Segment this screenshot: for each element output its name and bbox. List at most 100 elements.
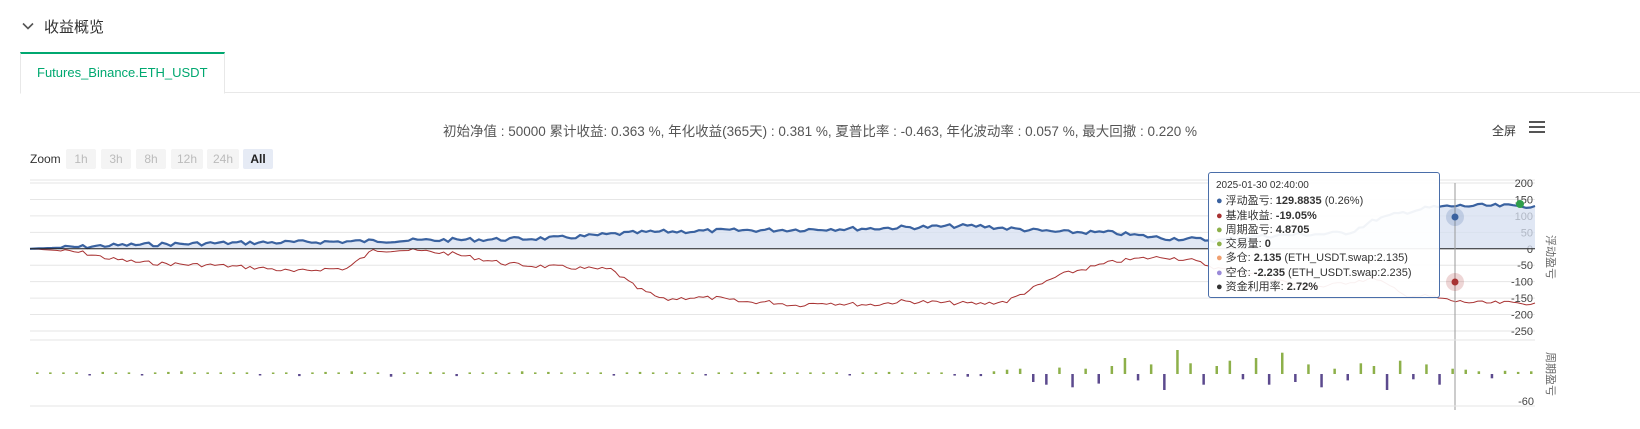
period-pnl-bar <box>1412 374 1415 380</box>
period-pnl-bar <box>127 372 131 374</box>
zoom-1h-button[interactable]: 1h <box>66 149 96 169</box>
period-pnl-bar <box>1425 364 1428 374</box>
zoom-8h-button[interactable]: 8h <box>136 149 166 169</box>
period-pnl-bar <box>1294 374 1297 382</box>
period-pnl-bar <box>887 371 891 374</box>
tooltip-label: 资金利用率: <box>1225 281 1287 294</box>
period-pnl-bar <box>1189 363 1192 374</box>
period-pnl-bar <box>324 371 327 374</box>
series-dot-icon: ● <box>1216 252 1223 265</box>
period-pnl-bar <box>900 372 904 374</box>
tooltip-extra: (ETH_USDT.swap:2.235) <box>1284 266 1412 279</box>
zoom-3h-button[interactable]: 3h <box>101 149 131 169</box>
series-dot-icon: ● <box>1216 281 1223 294</box>
y-tick-label: -150 <box>1511 293 1533 305</box>
period-pnl-bar <box>822 372 825 374</box>
flag-marker <box>1516 200 1524 208</box>
period-pnl-bar <box>835 372 838 374</box>
tooltip-extra: (0.26%) <box>1321 195 1364 208</box>
period-pnl-bar <box>507 372 511 374</box>
period-pnl-bar <box>1071 374 1074 388</box>
period-pnl-bar <box>1464 369 1467 374</box>
period-pnl-bar <box>809 372 812 374</box>
period-pnl-bar <box>1359 363 1363 374</box>
series-dot-icon: ● <box>1216 209 1223 222</box>
tab-futures-binance-eth-usdt[interactable]: Futures_Binance.ETH_USDT <box>20 52 225 94</box>
period-pnl-bar <box>140 374 144 376</box>
zoom-all-button[interactable]: All <box>243 149 273 169</box>
fullscreen-button[interactable]: 全屏 <box>1492 124 1517 138</box>
period-pnl-bar <box>1307 364 1310 374</box>
period-pnl-bar <box>520 371 524 374</box>
period-pnl-bar <box>402 372 406 374</box>
tooltip-time: 2025-01-30 02:40:00 <box>1216 180 1309 191</box>
period-pnl-bar <box>1490 374 1494 379</box>
floating-pnl-marker <box>1451 213 1459 221</box>
period-pnl-bar <box>861 372 865 374</box>
period-pnl-bar <box>730 372 734 374</box>
benchmark-marker <box>1451 278 1459 286</box>
chevron-down-icon[interactable] <box>20 18 36 34</box>
period-pnl-bar <box>1398 360 1402 374</box>
period-pnl-bar <box>560 372 563 374</box>
period-pnl-bar <box>1097 374 1100 384</box>
period-pnl-bar <box>1385 374 1389 390</box>
period-pnl-bar <box>1149 364 1153 374</box>
period-pnl-bar <box>62 372 65 374</box>
period-pnl-bar <box>940 372 943 374</box>
tooltip-row: ● 浮动盈亏: 129.8835 (0.26%) <box>1216 194 1432 208</box>
period-pnl-bar <box>1241 374 1245 380</box>
zoom-12h-button[interactable]: 12h <box>171 149 203 169</box>
period-pnl-bar <box>311 372 314 374</box>
period-pnl-bar <box>1045 374 1048 385</box>
period-pnl-bar <box>573 372 576 374</box>
period-pnl-bar <box>481 372 485 374</box>
period-pnl-bar <box>1438 374 1441 385</box>
period-pnl-bar <box>769 372 773 374</box>
period-pnl-bar <box>1228 360 1232 374</box>
tooltip-value: 2.72% <box>1286 281 1318 294</box>
zoom-24h-button[interactable]: 24h <box>207 149 239 169</box>
y-tick-label: -200 <box>1511 310 1533 322</box>
period-pnl-bar <box>796 372 799 374</box>
period-pnl-bar <box>258 374 262 376</box>
period-pnl-bar <box>927 372 930 374</box>
period-pnl-bar <box>193 372 196 374</box>
period-pnl-bar <box>429 371 432 374</box>
series-dot-icon: ● <box>1216 195 1223 208</box>
period-pnl-bar <box>88 374 91 376</box>
section-title: 收益概览 <box>44 18 105 36</box>
tooltip-label: 多仓: <box>1225 252 1254 265</box>
period-pnl-bar <box>1058 367 1061 374</box>
tooltip-value: 0 <box>1264 238 1271 251</box>
y-tick-label: 0 <box>1527 244 1533 256</box>
tooltip-row: ● 周期盈亏: 4.8705 <box>1216 223 1432 237</box>
period-pnl-bar <box>285 372 288 374</box>
period-pnl-bar <box>678 372 681 374</box>
period-pnl-bar <box>298 374 301 377</box>
period-pnl-bar <box>914 372 917 374</box>
period-pnl-bar <box>586 372 589 374</box>
period-pnl-bar <box>1333 368 1336 374</box>
y-tick-label: -100 <box>1511 277 1533 289</box>
period-pnl-bar <box>232 372 236 374</box>
section-header[interactable]: 收益概览 <box>20 14 104 38</box>
hamburger-menu-icon[interactable] <box>1529 121 1545 135</box>
tooltip-row: ● 多仓: 2.135 (ETH_USDT.swap:2.135) <box>1216 251 1432 265</box>
period-pnl-bar <box>245 372 249 374</box>
period-pnl-bar <box>376 372 380 374</box>
period-pnl-bar <box>756 371 760 374</box>
period-pnl-bar <box>1123 358 1127 374</box>
tooltip-value: 4.8705 <box>1275 223 1310 236</box>
period-pnl-bar <box>1084 368 1087 374</box>
period-pnl-bar <box>167 371 170 374</box>
period-pnl-bar <box>966 374 969 377</box>
period-pnl-bar <box>1477 371 1481 374</box>
tooltip-row: ● 空仓: -2.235 (ETH_USDT.swap:2.235) <box>1216 266 1432 280</box>
period-pnl-bar <box>992 371 996 374</box>
period-pnl-bar <box>1346 374 1349 381</box>
period-pnl-bar <box>1005 369 1009 374</box>
period-pnl-bar <box>494 372 498 374</box>
bottom-panel-grid <box>30 339 1535 407</box>
period-pnl-bar <box>599 372 602 374</box>
